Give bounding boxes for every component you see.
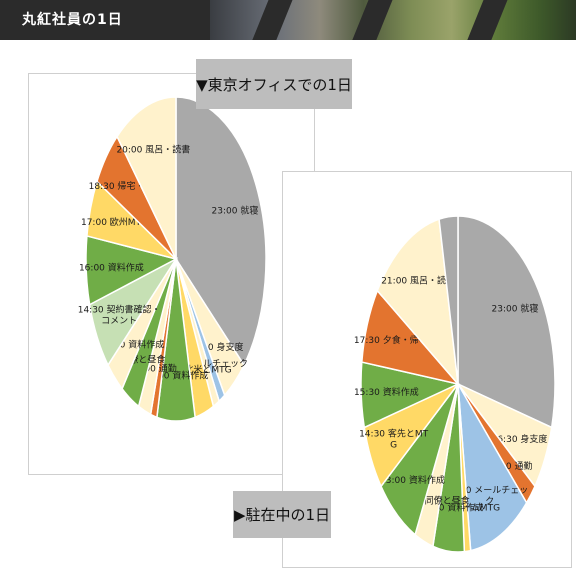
pie-slice: [457, 215, 556, 429]
slice-label: 17:00 欧州MTG: [81, 216, 148, 228]
slice-label: 17:30 夕食・帰宅: [354, 334, 428, 346]
tokyo-chart-panel: 23:00 就寝 7:00 身支度 8:30 メールチェック 8:30 北米とMTG 1…: [28, 73, 315, 475]
slice-label: 9:30 チームMTG: [430, 503, 500, 514]
photo-divider: [249, 0, 295, 40]
page-header: 丸紅社員の1日: [0, 0, 576, 40]
slice-label: 23:00 就寝: [492, 302, 539, 314]
slice-label: 8:30 メールチェック: [162, 358, 248, 369]
slice-label: 13:00 資料作成: [380, 474, 445, 486]
photo-divider: [464, 0, 510, 40]
photo-divider: [349, 0, 395, 40]
abroad-caption: ▶駐在中の1日: [233, 491, 331, 538]
slice-label: 14:30 客先とMT G: [359, 427, 429, 450]
slice-label: 14:30 契約書確認・コメント: [78, 303, 161, 326]
slice-label: 8:00 メールチェック: [451, 485, 528, 507]
header-photo-strip: [210, 0, 576, 40]
pie-slice: [457, 383, 528, 552]
page-title: 丸紅社員の1日: [22, 12, 123, 28]
slice-label: 20:00 風呂・読書: [116, 144, 190, 156]
pie-slice: [116, 96, 177, 260]
slice-label: 16:00 資料作成: [79, 261, 144, 273]
slice-label: 6:30 身支度: [497, 433, 547, 445]
pie-slice: [376, 218, 460, 387]
tokyo-caption: ▼東京オフィスでの1日: [196, 59, 352, 109]
slice-label: 21:00 風呂・読書: [381, 275, 455, 287]
slice-label: 15:30 資料作成: [354, 386, 419, 398]
slice-label: 23:00 就寝: [212, 205, 259, 217]
pie-slice: [438, 215, 459, 385]
